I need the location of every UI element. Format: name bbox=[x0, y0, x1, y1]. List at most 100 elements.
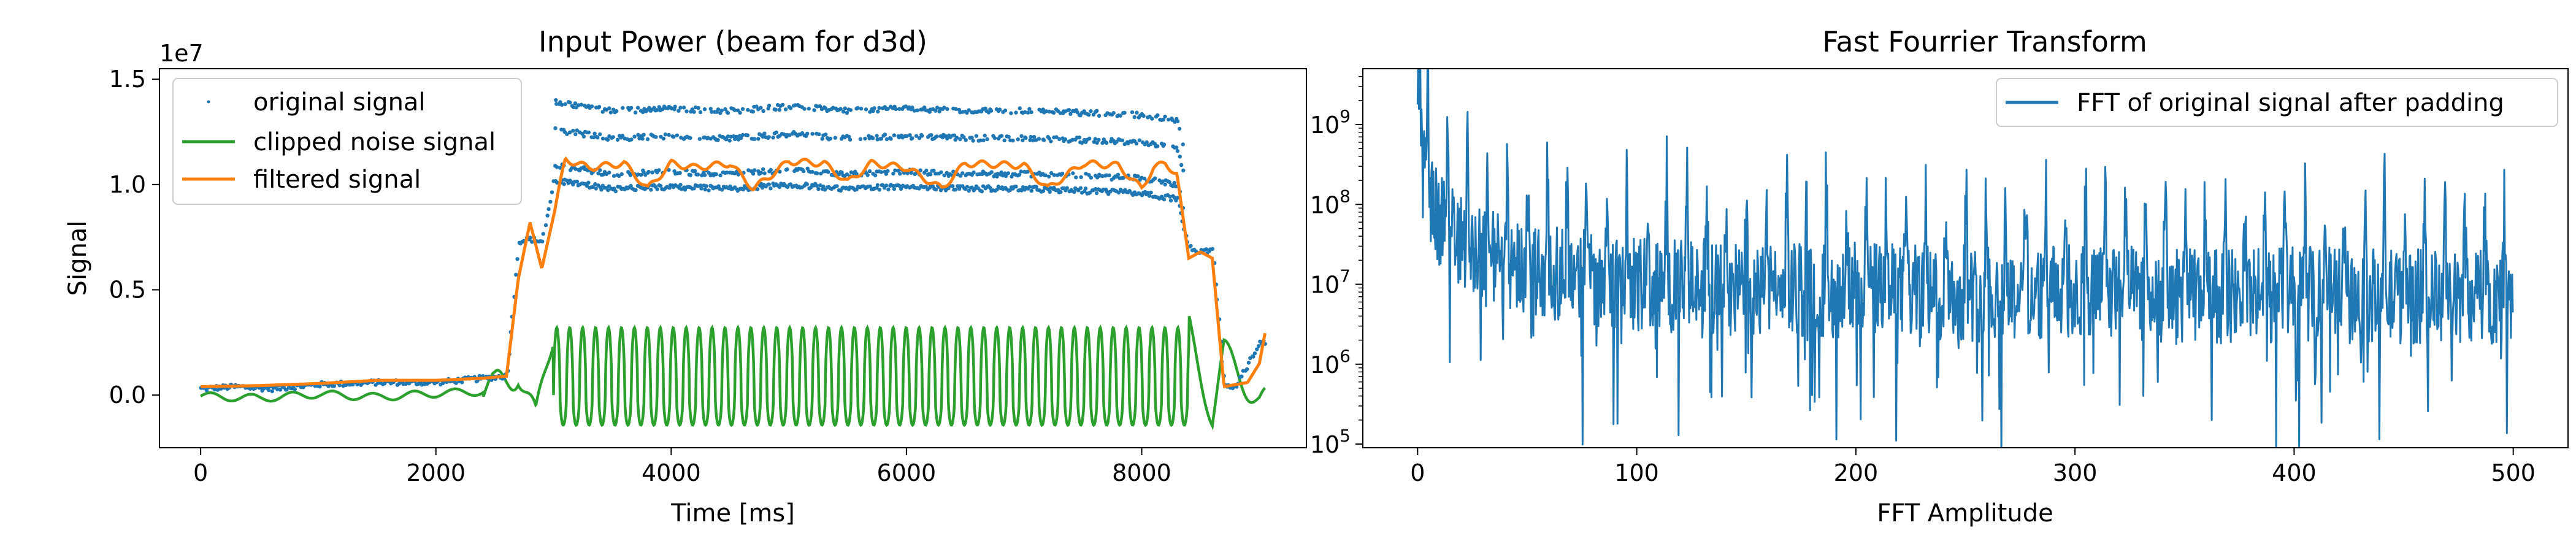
original-signal-point bbox=[1127, 188, 1132, 193]
original-signal-point bbox=[634, 188, 638, 193]
legend-label-fft: FFT of original signal after padding bbox=[2077, 89, 2504, 117]
original-signal-point bbox=[541, 232, 545, 236]
original-signal-point bbox=[1044, 109, 1049, 113]
original-signal-point bbox=[441, 381, 445, 385]
series-fft bbox=[1416, 69, 2514, 448]
original-signal-point bbox=[723, 107, 727, 112]
original-signal-point bbox=[886, 187, 891, 192]
original-signal-point bbox=[727, 139, 732, 143]
original-signal-point bbox=[954, 107, 958, 111]
original-signal-point bbox=[746, 108, 750, 112]
original-signal-point bbox=[780, 102, 785, 107]
original-signal-point bbox=[1071, 171, 1075, 175]
original-signal-point bbox=[997, 107, 1002, 112]
original-signal-point bbox=[823, 132, 828, 137]
original-signal-point bbox=[692, 186, 696, 191]
original-signal-point bbox=[788, 106, 793, 110]
original-signal-point bbox=[1006, 171, 1011, 175]
original-signal-point bbox=[1244, 367, 1249, 372]
original-signal-point bbox=[810, 170, 815, 174]
original-signal-point bbox=[1147, 194, 1152, 198]
original-signal-point bbox=[1204, 247, 1209, 251]
original-signal-point bbox=[546, 207, 551, 212]
original-signal-point bbox=[856, 105, 860, 110]
original-signal-point bbox=[740, 107, 745, 111]
original-signal-point bbox=[1135, 110, 1139, 115]
original-signal-point bbox=[1034, 185, 1038, 189]
original-signal-point bbox=[1065, 186, 1069, 190]
original-signal-point bbox=[745, 133, 750, 137]
original-signal-point bbox=[1025, 110, 1030, 115]
original-signal-point bbox=[880, 183, 885, 187]
right-x-axis-label: FFT Amplitude bbox=[1877, 499, 2053, 527]
original-signal-point bbox=[734, 134, 738, 139]
original-signal-point bbox=[875, 183, 880, 187]
original-signal-point bbox=[726, 111, 730, 115]
original-signal-point bbox=[891, 171, 895, 176]
legend-label-clipped-noise: clipped noise signal bbox=[253, 128, 496, 156]
original-signal-point bbox=[821, 184, 826, 189]
original-signal-point bbox=[528, 236, 532, 240]
original-signal-point bbox=[638, 172, 643, 177]
original-signal-point bbox=[646, 169, 651, 174]
original-signal-point bbox=[917, 136, 922, 140]
left-y-tick-label: 1.0 bbox=[109, 171, 146, 198]
original-signal-point bbox=[970, 136, 974, 140]
original-signal-point bbox=[1134, 141, 1139, 146]
original-signal-point bbox=[707, 188, 711, 193]
original-signal-point bbox=[933, 109, 938, 113]
original-signal-point bbox=[897, 107, 902, 111]
original-signal-point bbox=[573, 132, 578, 137]
original-signal-point bbox=[1047, 109, 1052, 114]
original-signal-point bbox=[1181, 168, 1186, 173]
original-signal-point bbox=[1087, 173, 1091, 177]
original-signal-point bbox=[204, 388, 209, 393]
original-signal-point bbox=[805, 131, 810, 136]
original-signal-point bbox=[654, 108, 659, 112]
original-signal-point bbox=[716, 138, 720, 142]
right-y-tick-label: 107 bbox=[1310, 266, 1351, 299]
original-signal-point bbox=[420, 383, 424, 387]
original-signal-point bbox=[1116, 172, 1121, 177]
original-signal-point bbox=[759, 105, 763, 110]
original-signal-point bbox=[1077, 136, 1082, 140]
original-signal-point bbox=[1100, 140, 1105, 145]
right-chart-title: Fast Fourrier Transform bbox=[1822, 25, 2147, 58]
original-signal-point bbox=[607, 171, 611, 175]
original-signal-point bbox=[702, 107, 707, 112]
original-signal-point bbox=[716, 107, 721, 112]
original-signal-point bbox=[1093, 137, 1098, 141]
right-x-axis-ticks: 0 100 200 300 400 500 bbox=[1410, 448, 2536, 486]
original-signal-point bbox=[935, 134, 939, 139]
original-signal-point bbox=[1074, 175, 1078, 180]
original-signal-point bbox=[688, 136, 692, 140]
original-signal-point bbox=[815, 171, 819, 175]
original-signal-point bbox=[816, 187, 821, 191]
original-signal-point bbox=[719, 109, 724, 113]
original-signal-point bbox=[599, 188, 604, 192]
original-signal-point bbox=[704, 184, 708, 188]
left-y-offset-text: 1e7 bbox=[159, 40, 204, 67]
original-signal-point bbox=[884, 172, 889, 176]
original-signal-point bbox=[655, 187, 659, 191]
original-signal-point bbox=[710, 110, 714, 114]
original-signal-point bbox=[558, 166, 562, 170]
original-signal-point bbox=[753, 168, 757, 172]
original-signal-point bbox=[1003, 109, 1008, 113]
original-signal-point bbox=[1019, 169, 1023, 174]
original-signal-point bbox=[1173, 120, 1177, 124]
original-signal-point bbox=[1063, 137, 1068, 142]
original-signal-point bbox=[632, 134, 637, 139]
original-signal-point bbox=[708, 107, 713, 111]
original-signal-point bbox=[903, 104, 908, 109]
original-signal-point bbox=[910, 136, 914, 140]
original-signal-point bbox=[724, 137, 729, 142]
original-signal-point bbox=[1049, 171, 1054, 175]
original-signal-point bbox=[1167, 117, 1171, 122]
original-signal-point bbox=[649, 188, 653, 192]
original-signal-point bbox=[605, 137, 610, 142]
right-plot-area bbox=[1416, 69, 2514, 448]
original-signal-point bbox=[571, 129, 575, 133]
left-x-axis-label: Time [ms] bbox=[670, 499, 795, 527]
original-signal-point bbox=[1014, 110, 1018, 115]
